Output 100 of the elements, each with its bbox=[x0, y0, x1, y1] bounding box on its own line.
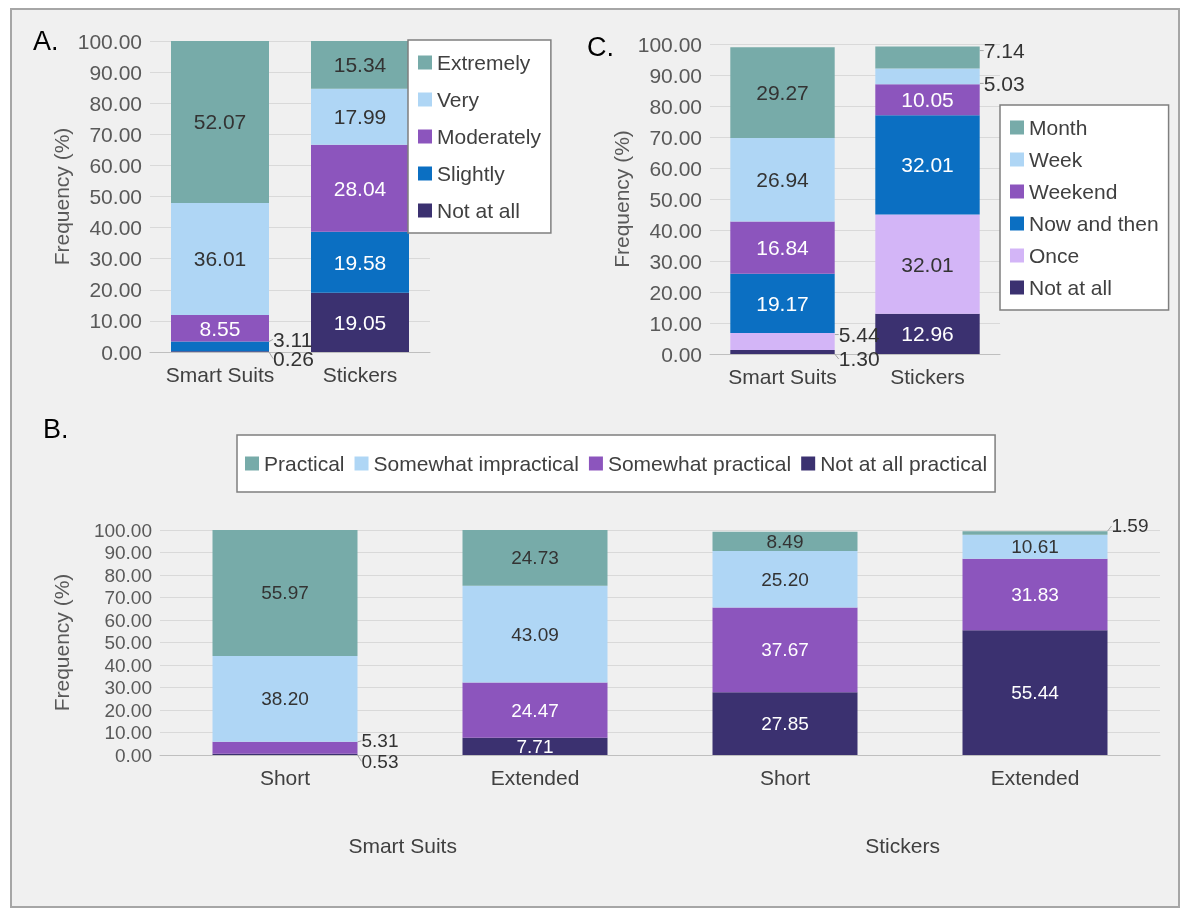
x-tick-label: Smart Suits bbox=[728, 365, 837, 388]
text: Smart Suits bbox=[348, 834, 457, 857]
x-tick-label: Smart Suits bbox=[165, 363, 275, 386]
y-tick-label: 90.00 bbox=[649, 63, 702, 87]
text: Stickers bbox=[865, 834, 940, 857]
legend-label: Not at all bbox=[1029, 276, 1112, 299]
y-axis-title: Frequency (%) bbox=[50, 127, 73, 266]
data-label: 15.34 bbox=[333, 53, 387, 77]
x-tick-label: Extended bbox=[490, 766, 580, 789]
bar bbox=[712, 531, 858, 551]
y-tick-label: 50.00 bbox=[89, 185, 142, 208]
y-tick-label: 90.00 bbox=[104, 542, 152, 563]
bar bbox=[730, 349, 835, 354]
legend-label: Not at all bbox=[437, 199, 520, 222]
x-tick-label: Extended bbox=[990, 766, 1080, 789]
y-tick-label: 30.00 bbox=[649, 249, 702, 273]
bar bbox=[171, 41, 269, 203]
bar bbox=[730, 273, 835, 334]
y-tick-label: 80.00 bbox=[104, 564, 152, 586]
data-label: 38.20 bbox=[261, 688, 309, 710]
data-label: 29.27 bbox=[756, 81, 809, 105]
y-tick-label: 20.00 bbox=[89, 278, 142, 302]
bar bbox=[962, 630, 1108, 755]
bar bbox=[171, 202, 269, 315]
data-label: 1.30 bbox=[838, 347, 880, 371]
y-tick-label: 40.00 bbox=[89, 216, 142, 240]
bar bbox=[311, 41, 409, 89]
y-tick-label: 60.00 bbox=[649, 156, 702, 180]
bar bbox=[171, 341, 269, 352]
y-tick-label: 70.00 bbox=[89, 122, 142, 146]
data-label: 7.14 bbox=[983, 39, 1025, 63]
y-tick-label: 10.00 bbox=[89, 309, 142, 333]
legend-label: Not at all practical bbox=[820, 452, 988, 475]
legend-label: Somewhat practical bbox=[607, 452, 792, 475]
bar bbox=[311, 88, 409, 145]
y-tick-label: 50.00 bbox=[104, 632, 152, 653]
y-tick-label: 100.00 bbox=[93, 519, 152, 541]
data-label: 7.71 bbox=[516, 735, 554, 757]
legend-label: Moderately bbox=[437, 125, 542, 148]
bar bbox=[462, 682, 608, 738]
data-label: 8.55 bbox=[199, 316, 241, 340]
bar bbox=[212, 741, 358, 754]
data-label: 52.07 bbox=[193, 110, 247, 134]
bar bbox=[962, 558, 1108, 631]
data-label: 24.47 bbox=[511, 699, 559, 721]
y-tick-label: 100.00 bbox=[637, 32, 702, 56]
y-tick-label: 100.00 bbox=[77, 29, 142, 53]
y-tick-label: 60.00 bbox=[104, 609, 152, 631]
x-tick-label: Short bbox=[259, 766, 311, 789]
data-label: 19.58 bbox=[333, 250, 387, 274]
bar bbox=[875, 115, 980, 215]
data-label: 26.94 bbox=[756, 168, 810, 192]
bar bbox=[875, 68, 980, 85]
legend-label: Slightly bbox=[437, 162, 506, 185]
legend-label: Week bbox=[1029, 148, 1083, 171]
data-label: 1.59 bbox=[1111, 515, 1149, 537]
x-tick-label: Stickers bbox=[890, 365, 965, 388]
y-tick-label: 80.00 bbox=[89, 91, 142, 115]
bar bbox=[962, 534, 1108, 559]
bar bbox=[730, 333, 835, 350]
data-label: 25.20 bbox=[761, 568, 809, 590]
data-label: 32.01 bbox=[901, 153, 954, 177]
y-tick-label: 70.00 bbox=[649, 125, 702, 149]
data-label: 55.97 bbox=[261, 582, 309, 604]
y-tick-label: 30.00 bbox=[104, 677, 152, 698]
legend-label: Somewhat impractical bbox=[373, 452, 579, 475]
legend-label: Once bbox=[1029, 244, 1080, 267]
legend-label: Extremely bbox=[437, 51, 531, 74]
bar bbox=[875, 46, 980, 69]
chart-title: C. bbox=[587, 31, 614, 62]
data-label: 10.61 bbox=[1011, 536, 1059, 558]
bar bbox=[462, 585, 608, 683]
bar bbox=[875, 84, 980, 116]
data-label: 8.49 bbox=[766, 530, 804, 552]
x-tick-label: Short bbox=[759, 766, 811, 789]
y-tick-label: 0.00 bbox=[661, 342, 702, 366]
y-tick-label: 20.00 bbox=[104, 699, 152, 721]
y-axis-title: Frequency (%) bbox=[50, 573, 73, 712]
bar bbox=[962, 531, 1108, 535]
data-label: 10.05 bbox=[901, 88, 954, 112]
y-tick-label: 0.00 bbox=[115, 744, 152, 766]
legend-label: Now and then bbox=[1029, 212, 1159, 235]
data-label: 43.09 bbox=[511, 623, 559, 645]
y-tick-label: 70.00 bbox=[104, 587, 152, 608]
data-label: 19.05 bbox=[333, 310, 387, 334]
legend-label: Practical bbox=[264, 452, 345, 475]
chart-title: B. bbox=[43, 413, 69, 444]
data-label: 0.26 bbox=[273, 347, 314, 371]
data-label: 37.67 bbox=[761, 639, 809, 661]
y-tick-label: 0.00 bbox=[101, 340, 142, 364]
y-tick-label: 20.00 bbox=[649, 280, 702, 304]
legend-label: Month bbox=[1029, 116, 1088, 139]
bar bbox=[212, 655, 358, 742]
x-tick-label: Stickers bbox=[322, 363, 398, 386]
bar bbox=[311, 292, 409, 352]
bar bbox=[462, 737, 608, 755]
data-label: 32.01 bbox=[901, 252, 954, 276]
data-label: 17.99 bbox=[333, 105, 387, 129]
y-tick-label: 60.00 bbox=[89, 153, 142, 177]
data-label: 31.83 bbox=[1011, 583, 1059, 605]
